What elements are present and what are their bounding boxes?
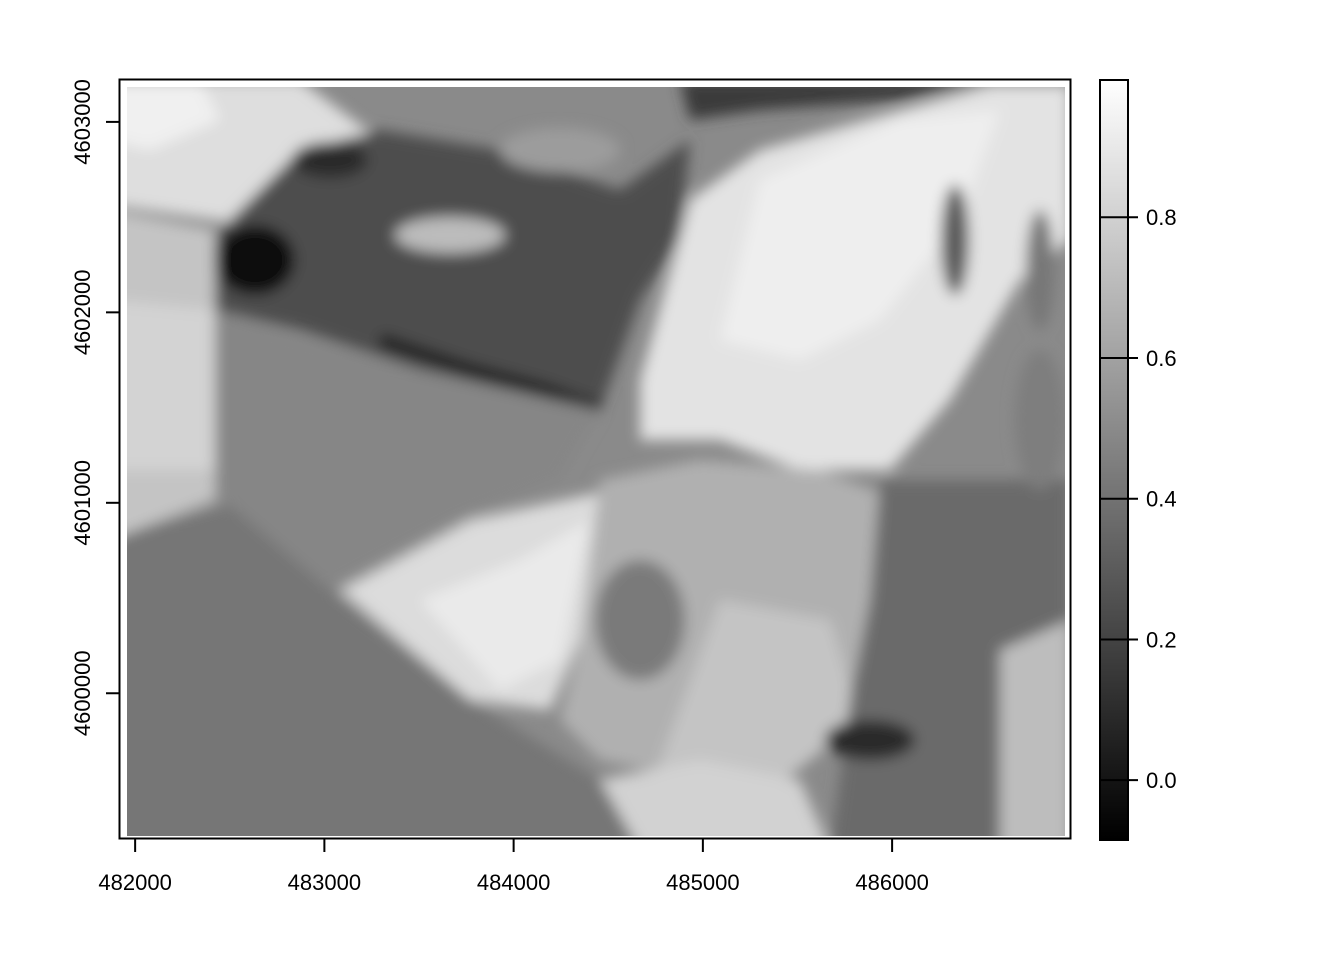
- y-tick-label: 4600000: [70, 650, 95, 736]
- x-axis: 482000 483000 484000 485000 486000: [98, 838, 929, 895]
- colorbar-tick-label: 0.4: [1146, 487, 1177, 512]
- x-tick-label: 484000: [477, 870, 550, 895]
- raster-image: [127, 87, 1065, 836]
- plot-frame: [118, 78, 1072, 840]
- x-tick-label: 485000: [666, 870, 739, 895]
- y-tick-label: 4603000: [70, 79, 95, 165]
- colorbar-tick-label: 0.0: [1146, 768, 1177, 793]
- colorbar-tick-label: 0.8: [1146, 205, 1177, 230]
- colorbar: 0.0 0.2 0.4 0.6 0.8: [1099, 79, 1177, 841]
- colorbar-ticks: 0.0 0.2 0.4 0.6 0.8: [1100, 205, 1177, 793]
- y-tick-label: 4601000: [70, 460, 95, 546]
- colorbar-tick-label: 0.6: [1146, 346, 1177, 371]
- x-tick-label: 483000: [288, 870, 361, 895]
- colorbar-tick-label: 0.2: [1146, 627, 1177, 652]
- x-tick-label: 482000: [98, 870, 171, 895]
- y-axis: 4600000 4601000 4602000 4603000: [70, 79, 120, 736]
- y-tick-label: 4602000: [70, 270, 95, 356]
- colorbar-gradient: [1099, 79, 1129, 841]
- x-tick-label: 486000: [855, 870, 928, 895]
